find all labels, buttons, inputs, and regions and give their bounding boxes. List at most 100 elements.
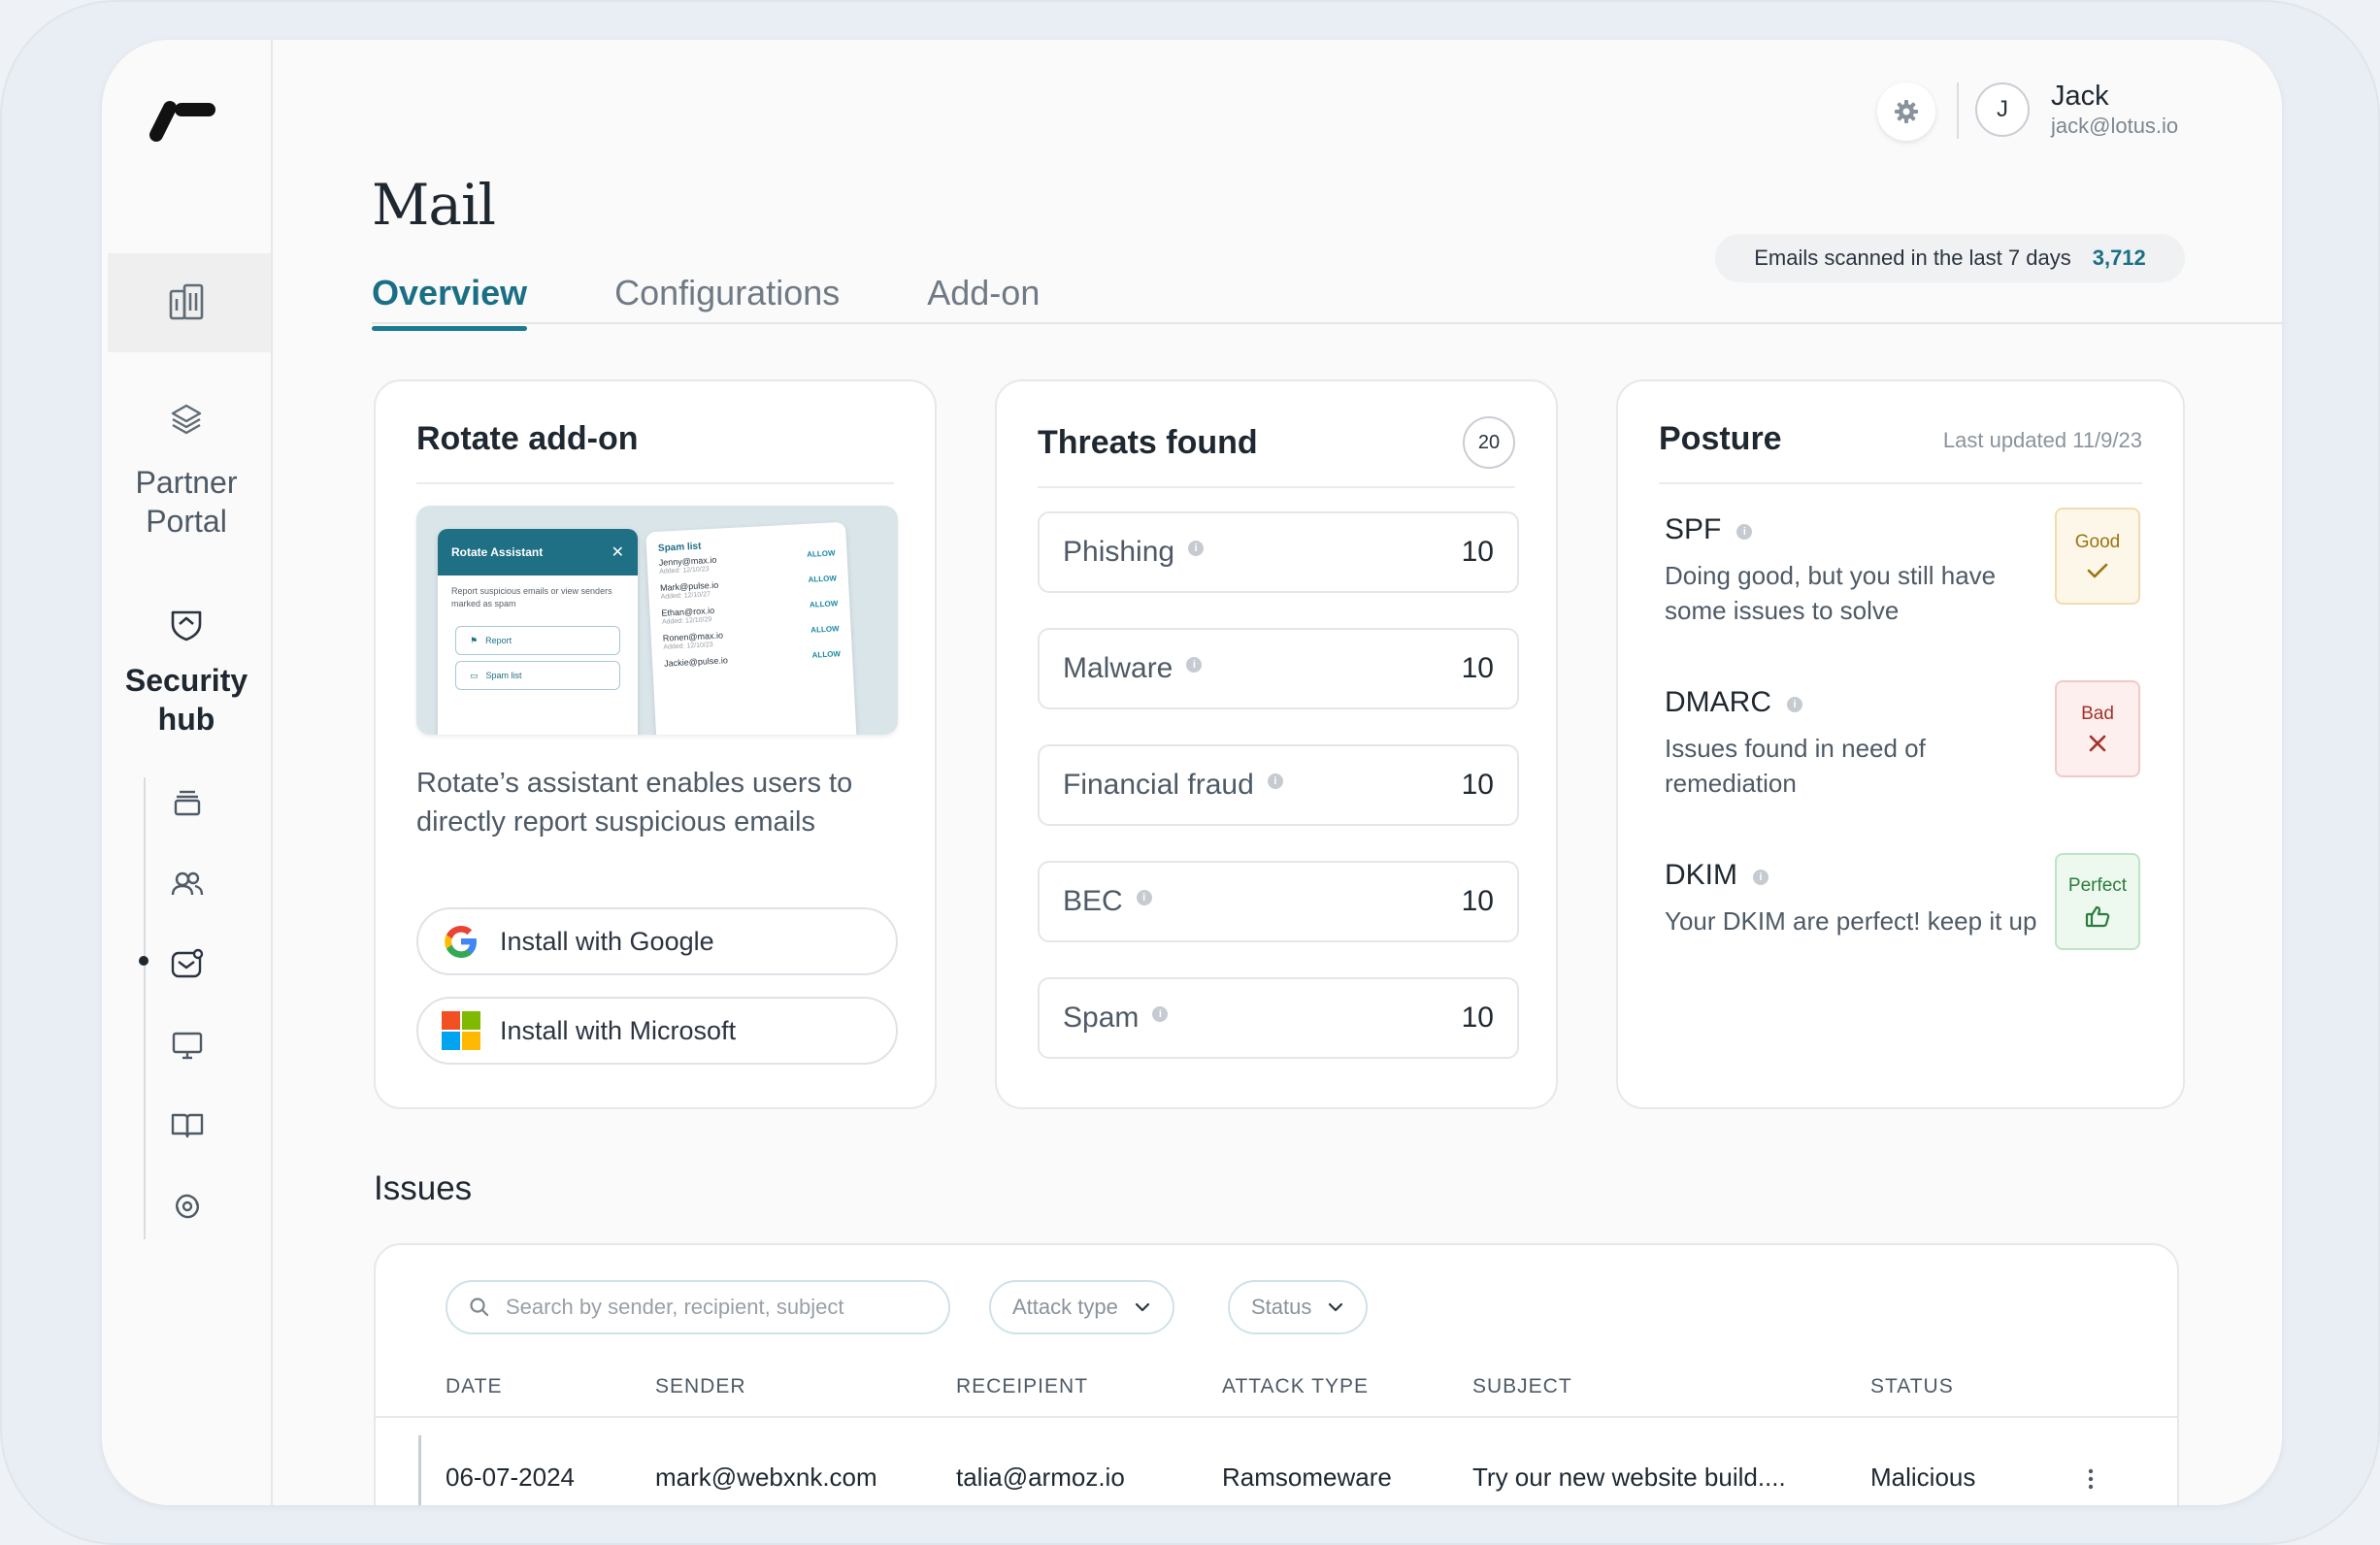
active-indicator	[139, 956, 149, 966]
preview-assistant-panel: Rotate Assistant ✕ Report suspicious ema…	[438, 529, 638, 735]
info-icon[interactable]: i	[1152, 1006, 1169, 1022]
filter-label: Status	[1251, 1295, 1312, 1319]
posture-spf: SPF i Doing good, but you still have some…	[1665, 508, 2140, 669]
column-header-sender[interactable]: SENDER	[655, 1375, 746, 1397]
cell-recipient: talia@armoz.io	[956, 1463, 1125, 1492]
sidebar-item-security-hub[interactable]: Security hub	[102, 661, 271, 739]
info-icon[interactable]: i	[1136, 890, 1152, 905]
tab-divider	[372, 322, 2282, 324]
threat-row-financial-fraud[interactable]: Financial fraud i 10	[1038, 744, 1519, 826]
check-icon	[2087, 563, 2108, 578]
layers-icon[interactable]	[162, 395, 211, 444]
column-header-date[interactable]: DATE	[446, 1375, 503, 1397]
preview-spam-list: Spam list Jenny@max.io Added: 12/10/23 AL…	[645, 521, 857, 735]
card-divider	[416, 482, 894, 484]
status-filter[interactable]: Status	[1228, 1280, 1369, 1334]
inbox-stack-icon[interactable]	[166, 781, 209, 824]
header-divider	[376, 1416, 2177, 1418]
tab-configurations[interactable]: Configurations	[614, 273, 841, 312]
attack-type-filter[interactable]: Attack type	[989, 1280, 1174, 1334]
install-microsoft-button[interactable]: Install with Microsoft	[416, 997, 898, 1065]
info-icon[interactable]: i	[1753, 870, 1768, 885]
posture-name: DMARC	[1665, 686, 1771, 718]
info-icon[interactable]: i	[1267, 773, 1283, 789]
sync-icon[interactable]	[166, 1185, 209, 1228]
card-divider	[1659, 482, 2142, 484]
tab-overview[interactable]: Overview	[372, 273, 528, 331]
addon-description: Rotate’s assistant enables users to dire…	[416, 768, 853, 838]
scan-summary: Emails scanned in the last 7 days 3,712	[1715, 234, 2185, 282]
issues-table-card: Attack type Status DATE SENDER RECEIPIEN…	[374, 1243, 2179, 1505]
install-google-label: Install with Google	[500, 926, 714, 956]
monitor-icon[interactable]	[166, 1024, 209, 1067]
addon-title: Rotate add-on	[416, 420, 639, 457]
threat-row-bec[interactable]: BEC i 10	[1038, 861, 1519, 942]
tab-bar: Overview Configurations Add-on	[372, 273, 1040, 331]
search-icon	[470, 1298, 489, 1317]
install-google-button[interactable]: Install with Google	[416, 907, 898, 975]
list-item: Ethan@rox.io Added: 12/10/29 ALLOW	[661, 599, 839, 626]
threat-row-phishing[interactable]: Phishing i 10	[1038, 511, 1519, 593]
entry-action: ALLOW	[806, 548, 836, 559]
shield-icon[interactable]	[162, 601, 211, 649]
info-icon[interactable]: i	[1186, 657, 1203, 673]
security-label-line2: hub	[157, 702, 215, 737]
threat-count: 10	[1461, 769, 1494, 801]
column-header-attack-type[interactable]: ATTACK TYPE	[1222, 1375, 1370, 1397]
flag-icon: ⚑	[470, 635, 479, 645]
info-icon[interactable]: i	[1188, 541, 1205, 556]
microsoft-icon	[440, 1009, 482, 1052]
entry-action: ALLOW	[808, 574, 838, 584]
addon-preview-image: Rotate Assistant ✕ Report suspicious ema…	[416, 506, 898, 735]
preview-spam-label: Spam list	[485, 671, 522, 680]
posture-dkim: DKIM i Your DKIM are perfect! keep it up …	[1665, 853, 2140, 1014]
cell-date: 06-07-2024	[446, 1463, 575, 1492]
mail-shield-icon[interactable]	[166, 942, 209, 985]
sidebar-item-partner-portal[interactable]: Partner Portal	[102, 463, 271, 541]
list-item: Ronen@max.io Added: 12/10/23 ALLOW	[663, 624, 841, 651]
row-marker	[418, 1435, 421, 1505]
app-window: Partner Portal Security hub	[102, 40, 2282, 1505]
page-title: Mail	[372, 172, 496, 238]
building-icon	[162, 279, 211, 327]
preview-report-label: Report	[485, 636, 512, 645]
posture-card: Posture Last updated 11/9/23 SPF i Doing …	[1616, 379, 2185, 1109]
cell-sender: mark@webxnk.com	[655, 1463, 877, 1492]
info-icon[interactable]: i	[1736, 524, 1753, 540]
tab-add-on[interactable]: Add-on	[927, 273, 1041, 312]
entry-action: ALLOW	[811, 649, 842, 660]
threats-card: Threats found 20 Phishing i 10 Malware i…	[995, 379, 1558, 1109]
install-microsoft-label: Install with Microsoft	[500, 1015, 737, 1045]
threats-count-badge: 20	[1463, 416, 1515, 469]
cell-subject: Try our new website build....	[1472, 1463, 1786, 1492]
column-header-subject[interactable]: SUBJECT	[1472, 1375, 1572, 1397]
list-item: Jackie@pulse.io ALLOW	[664, 649, 841, 670]
settings-button[interactable]	[1877, 82, 1935, 141]
search-box	[446, 1280, 950, 1334]
posture-name: SPF	[1665, 513, 1722, 545]
thumbs-up-icon	[2085, 905, 2110, 928]
more-options-icon[interactable]	[2079, 1464, 2102, 1494]
last-updated: Last updated 11/9/23	[1942, 428, 2142, 452]
threat-label: Phishing	[1063, 536, 1175, 568]
user-email: jack@lotus.io	[2051, 114, 2179, 138]
partner-label-line1: Partner	[135, 465, 238, 500]
book-icon[interactable]	[166, 1103, 209, 1146]
threat-label: Malware	[1063, 652, 1173, 684]
scan-label: Emails scanned in the last 7 days	[1754, 246, 2071, 270]
search-input[interactable]	[504, 1294, 915, 1321]
status-badge-bad: Bad	[2055, 680, 2140, 777]
entry-action: ALLOW	[810, 624, 840, 635]
threat-count: 10	[1461, 536, 1494, 568]
users-icon[interactable]	[166, 863, 209, 905]
column-header-recipient[interactable]: RECEIPIENT	[956, 1375, 1089, 1397]
threat-row-malware[interactable]: Malware i 10	[1038, 628, 1519, 709]
info-icon[interactable]: i	[1787, 697, 1802, 712]
threats-title: Threats found	[1038, 424, 1258, 461]
threat-row-spam[interactable]: Spam i 10	[1038, 977, 1519, 1059]
posture-name: DKIM	[1665, 859, 1737, 891]
column-header-status[interactable]: STATUS	[1870, 1375, 1954, 1397]
avatar[interactable]: J	[1975, 82, 2030, 137]
gear-icon	[1895, 100, 1918, 123]
status-badge-perfect: Perfect	[2055, 853, 2140, 950]
